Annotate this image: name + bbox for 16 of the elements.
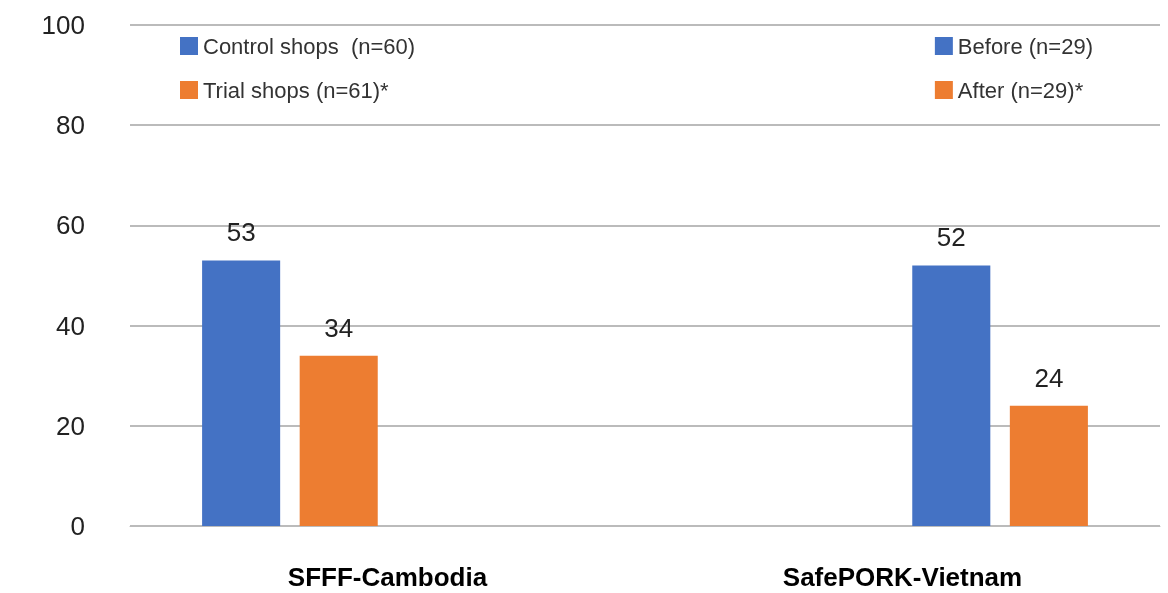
x-tick-label: SafePORK-Vietnam	[782, 562, 1023, 592]
y-tick-label: 40	[56, 310, 85, 341]
legend-label: Control shops (n=60)	[203, 33, 416, 59]
data-label: 52	[936, 222, 966, 253]
data-label: 24	[1034, 362, 1064, 393]
legend-label: Before (n=29)	[957, 33, 1093, 59]
legend-label: After (n=29)*	[957, 77, 1084, 103]
data-label: 53	[226, 217, 256, 248]
y-tick-label: 80	[56, 110, 85, 141]
legend-label: Trial shops (n=61)*	[203, 77, 390, 103]
y-tick-label: 100	[41, 10, 85, 40]
y-tick-label: 20	[56, 410, 85, 441]
data-label: 34	[324, 312, 354, 343]
y-tick-label: 0	[70, 511, 85, 541]
y-tick-label: 60	[56, 210, 85, 241]
x-tick-label: SFFF-Cambodia	[287, 562, 488, 592]
